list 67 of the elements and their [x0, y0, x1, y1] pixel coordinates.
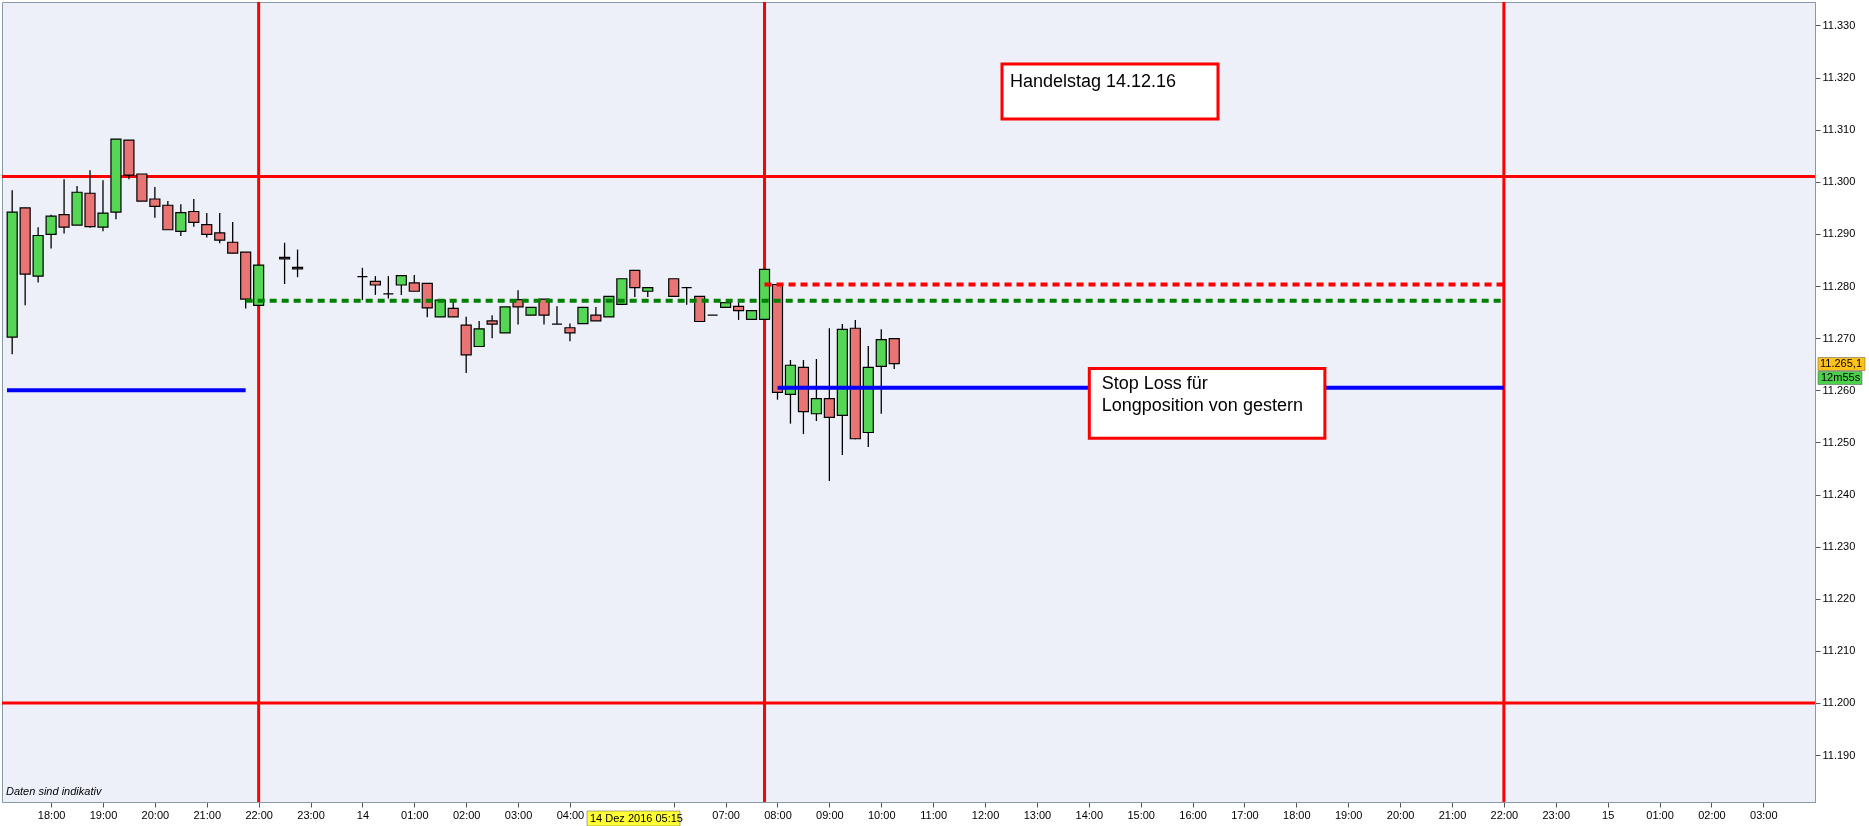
y-tick-label: 11.320: [1822, 71, 1856, 84]
x-tick-label: 11:00: [920, 808, 947, 821]
x-tick-label: 03:00: [504, 808, 533, 821]
annotation: Stop Loss für Longposition von gestern: [1101, 373, 1303, 416]
candlestick: [473, 320, 485, 348]
y-tick-label: 11.290: [1822, 227, 1856, 240]
x-tick-label: 10:00: [867, 808, 896, 821]
candlestick: [227, 221, 239, 254]
x-tick-label: 15: [1602, 808, 1615, 821]
candlestick: [356, 267, 369, 301]
x-tick-label: 07:00: [712, 808, 740, 821]
x-tick-label: 08:00: [764, 808, 792, 821]
y-tick-label: 11.200: [1822, 696, 1856, 709]
x-tick-label: 22:00: [245, 808, 273, 821]
x-tick-label: 04:00: [556, 808, 585, 821]
x-tick-label: 20:00: [141, 808, 170, 821]
candlestick: [278, 242, 291, 285]
y-tick-label: 11.330: [1822, 18, 1856, 31]
candlestick: [551, 305, 563, 325]
y-tick-label: 11.250: [1822, 435, 1856, 448]
candlestick: [395, 274, 407, 296]
x-tick-label: 18:00: [37, 808, 66, 821]
text: 12m55s: [1821, 371, 1861, 383]
y-tick-label: 11.240: [1822, 488, 1856, 501]
y-tick-label: 11.230: [1822, 540, 1856, 553]
x-tick-label: 01:00: [401, 808, 429, 821]
x-tick-label: 23:00: [297, 808, 325, 821]
x-tick-label: 22:00: [1490, 808, 1519, 821]
x-tick-label: 09:00: [816, 808, 844, 821]
y-tick-label: 11.220: [1822, 592, 1856, 605]
text: 11.265,1: [1820, 357, 1863, 369]
x-tick-label: 16:00: [1179, 808, 1207, 821]
x-tick-label: 01:00: [1646, 808, 1674, 821]
x-tick-label: 13:00: [1023, 808, 1052, 821]
y-tick-label: 11.190: [1822, 748, 1856, 761]
candlestick: [369, 275, 381, 296]
x-tick-label: 19:00: [89, 808, 118, 821]
x-tick-label: 21:00: [193, 808, 222, 821]
candlestick: [382, 275, 394, 300]
x-tick-label: 03:00: [1750, 808, 1778, 821]
y-tick-label: 11.210: [1822, 644, 1856, 657]
annotation: Daten sind indikativ: [6, 785, 103, 797]
y-tick-label: 11.270: [1822, 331, 1856, 344]
candlestick: [629, 269, 641, 298]
y-tick-label: 11.310: [1822, 123, 1856, 136]
annotation: Handelstag 14.12.16: [1010, 71, 1177, 91]
x-tick-label: 21:00: [1438, 808, 1467, 821]
x-tick-label: 02:00: [452, 808, 481, 821]
candlestick: [201, 212, 213, 239]
x-tick-label: 14: [356, 808, 370, 821]
candlestick: [810, 358, 822, 422]
candlestick: [188, 198, 200, 228]
x-tick-label: 23:00: [1542, 808, 1571, 821]
x-tick-label: 19:00: [1334, 808, 1363, 821]
x-tick-label: 15:00: [1127, 808, 1155, 821]
candlestick: [823, 327, 835, 482]
candlestick: [214, 212, 226, 244]
y-tick-label: 11.300: [1822, 175, 1856, 188]
x-tick-label: 20:00: [1386, 808, 1415, 821]
candlestick: [175, 203, 187, 237]
y-tick-label: 11.280: [1822, 279, 1856, 292]
x-tick-label: 02:00: [1698, 808, 1726, 821]
x-tick-label: 12:00: [971, 808, 1000, 821]
x-tick-label: 17:00: [1231, 808, 1259, 821]
x-tick-label: 18:00: [1283, 808, 1311, 821]
y-tick-label: 11.260: [1822, 383, 1856, 396]
x-tick-label: 14:00: [1075, 808, 1104, 821]
